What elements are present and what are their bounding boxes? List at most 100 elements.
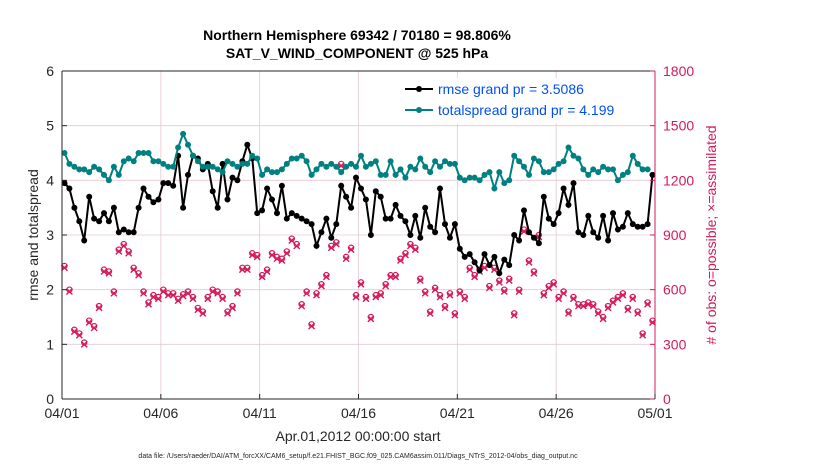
rmse-point <box>224 196 231 203</box>
totalspread-point <box>535 158 542 165</box>
rmse-point <box>506 262 513 269</box>
obs-assimilated-marker <box>298 302 306 310</box>
rmse-point <box>520 207 527 214</box>
obs-assimilated-marker <box>431 286 439 294</box>
totalspread-point <box>422 163 429 170</box>
rmse-point <box>160 180 167 187</box>
totalspread-point <box>624 169 631 176</box>
rmse-point <box>367 232 374 239</box>
totalspread-point <box>540 169 547 176</box>
totalspread-point <box>249 152 256 159</box>
obs-assimilated-marker <box>219 295 227 303</box>
totalspread-point <box>150 158 157 165</box>
totalspread-point <box>456 174 463 181</box>
rmse-point <box>140 185 147 192</box>
obs-assimilated-marker <box>510 311 518 319</box>
rmse-point <box>540 193 547 200</box>
y-tick-label: 6 <box>46 63 54 79</box>
rmse-point <box>595 234 602 241</box>
rmse-point <box>264 185 271 192</box>
totalspread-point <box>199 163 206 170</box>
rmse-point <box>501 256 508 263</box>
obs-assimilated-marker <box>490 266 498 274</box>
rmse-point <box>451 221 458 228</box>
totalspread-point <box>644 166 651 173</box>
rmse-point <box>372 188 379 195</box>
totalspread-point <box>614 177 621 184</box>
obs-assimilated-marker <box>589 302 597 310</box>
totalspread-point <box>145 150 152 157</box>
obs-assimilated-marker <box>372 293 380 301</box>
obs-assimilated-marker <box>308 322 316 330</box>
obs-assimilated-marker <box>406 242 414 250</box>
obs-assimilated-marker <box>149 293 157 301</box>
y2-tick-label: 600 <box>663 282 687 298</box>
obs-assimilated-marker <box>332 240 340 248</box>
totalspread-point <box>180 130 187 137</box>
rmse-point <box>382 215 389 222</box>
legend-spread-label: totalspread grand pr = 4.199 <box>438 102 615 118</box>
obs-assimilated-marker <box>135 271 143 279</box>
rmse-point <box>461 253 468 260</box>
obs-assimilated-marker <box>584 300 592 308</box>
rmse-point <box>580 232 587 239</box>
obs-assimilated-marker <box>599 315 607 323</box>
obs-assimilated-marker <box>624 306 632 314</box>
obs-assimilated-marker <box>95 304 103 312</box>
obs-assimilated-marker <box>401 251 409 259</box>
rmse-point <box>624 210 631 217</box>
obs-assimilated-marker <box>278 257 286 265</box>
obs-assimilated-marker <box>105 269 113 277</box>
totalspread-point <box>140 150 147 157</box>
obs-assimilated-marker <box>228 304 236 312</box>
rmse-point <box>318 229 325 236</box>
totalspread-point <box>451 160 458 167</box>
totalspread-point <box>585 171 592 178</box>
obs-assimilated-marker <box>283 249 291 257</box>
totalspread-point <box>165 163 172 170</box>
totalspread-point <box>432 158 439 165</box>
rmse-point <box>81 237 88 244</box>
totalspread-point <box>367 160 374 167</box>
obs-assimilated-marker <box>90 324 98 332</box>
x-tick-label: 04/26 <box>539 405 574 421</box>
totalspread-point <box>96 166 103 173</box>
obs-assimilated-marker <box>199 309 207 317</box>
obs-assimilated-marker <box>441 304 449 312</box>
rmse-point <box>412 212 419 219</box>
rmse-point <box>86 193 93 200</box>
totalspread-point <box>219 169 226 176</box>
obs-assimilated-marker <box>619 291 627 299</box>
totalspread-point <box>308 171 315 178</box>
obs-assimilated-marker <box>451 311 459 319</box>
totalspread-point <box>565 144 572 151</box>
totalspread-point <box>486 169 493 176</box>
y-tick-label: 5 <box>46 118 54 134</box>
rmse-point <box>298 215 305 222</box>
obs-assimilated-marker <box>540 291 548 299</box>
x-tick-label: 04/06 <box>143 405 178 421</box>
totalspread-point <box>170 163 177 170</box>
totalspread-point <box>441 158 448 165</box>
totalspread-point <box>402 174 409 181</box>
obs-assimilated-marker <box>495 278 503 286</box>
totalspread-point <box>86 169 93 176</box>
rmse-point <box>328 234 335 241</box>
y2-tick-label: 900 <box>663 227 687 243</box>
totalspread-point <box>550 166 557 173</box>
totalspread-point <box>471 174 478 181</box>
totalspread-point <box>130 158 137 165</box>
totalspread-point <box>629 152 636 159</box>
obs-assimilated-marker <box>263 267 271 275</box>
totalspread-point <box>278 166 285 173</box>
totalspread-point <box>283 160 290 167</box>
y-tick-label: 4 <box>46 172 54 188</box>
totalspread-point <box>343 163 350 170</box>
totalspread-point <box>520 163 527 170</box>
totalspread-point <box>160 160 167 167</box>
rmse-point <box>61 180 68 187</box>
totalspread-point <box>639 166 646 173</box>
totalspread-point <box>516 158 523 165</box>
obs-assimilated-marker <box>258 273 266 281</box>
obs-assimilated-marker <box>303 289 311 297</box>
